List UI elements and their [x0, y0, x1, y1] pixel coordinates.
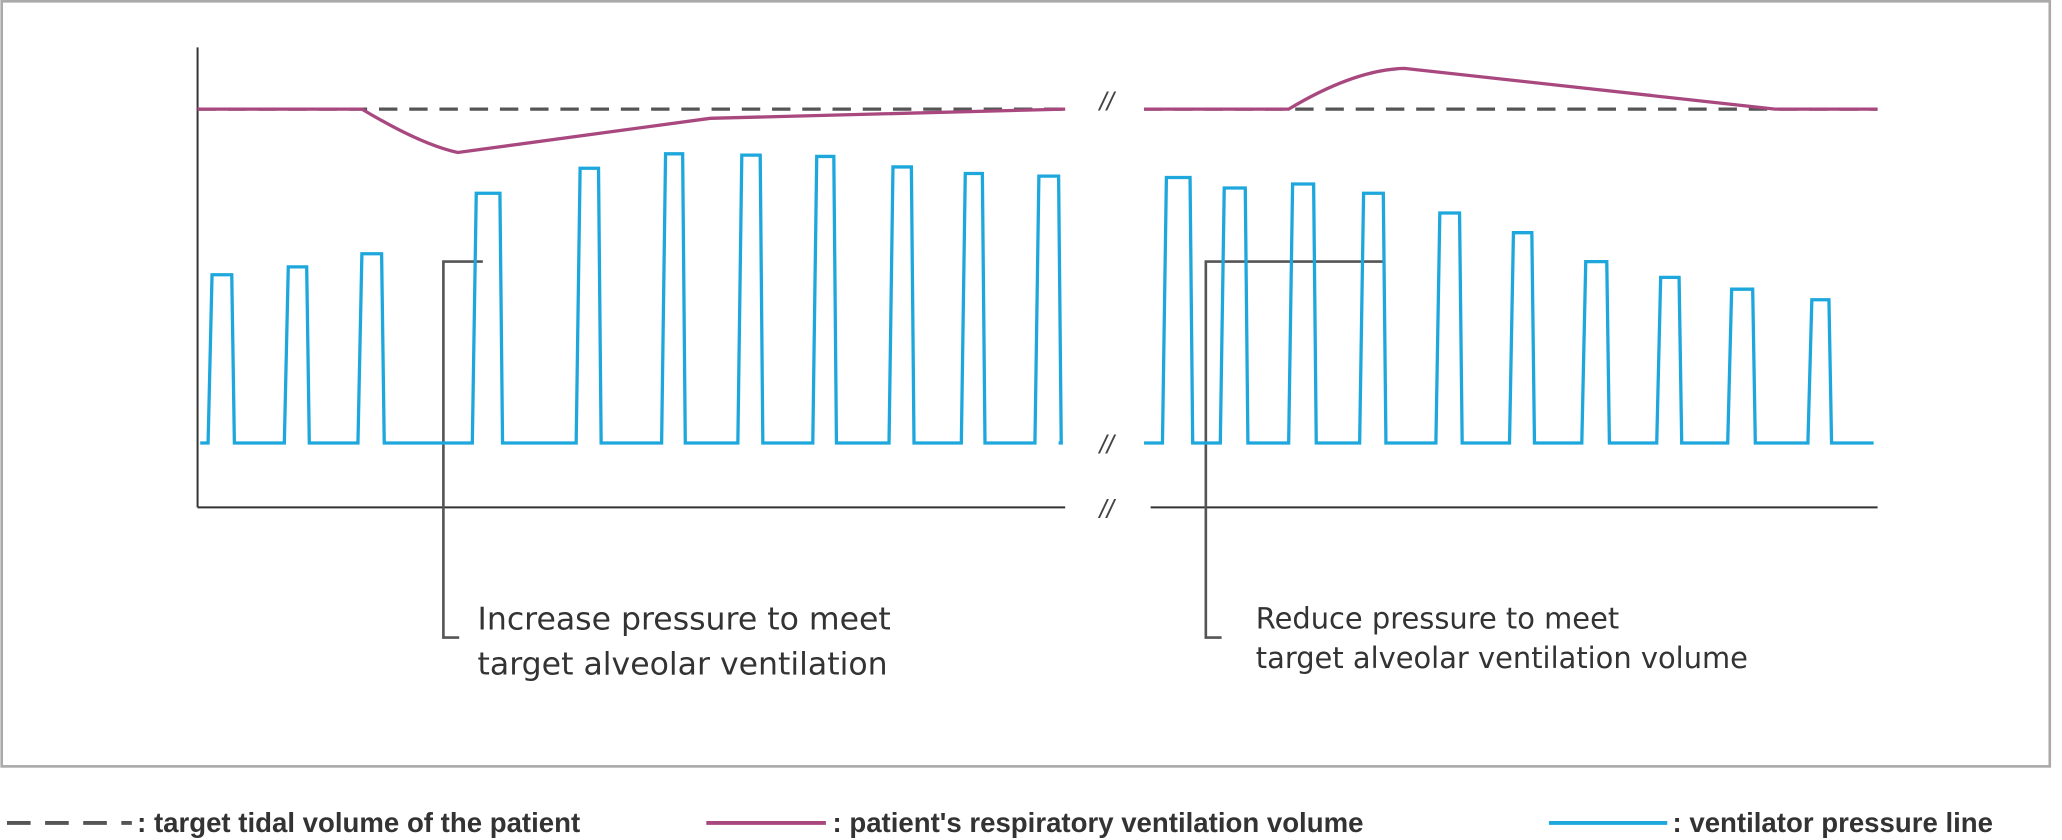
legend-label: : patient's respiratory ventilation volu… — [833, 807, 1364, 838]
callout-line — [1204, 260, 1385, 639]
annotation: target alveolar ventilation volume — [1256, 641, 1748, 675]
patient-volume-line — [197, 107, 1066, 155]
callout-line — [442, 260, 483, 639]
annotation: target alveolar ventilation — [478, 646, 888, 682]
legend-label: : ventilator pressure line — [1673, 807, 1994, 838]
annotation: Increase pressure to meet — [478, 602, 891, 638]
annotation: Reduce pressure to meet — [1256, 601, 1619, 635]
axis-break: // — [1097, 86, 1116, 116]
patient-volume-line — [1144, 66, 1878, 111]
frame — [0, 0, 2052, 768]
ventilator-pressure-line — [200, 152, 1063, 445]
axis-break: // — [1097, 430, 1116, 460]
axis-break: // — [1097, 494, 1116, 524]
ventilator-pressure-line — [1144, 175, 1874, 445]
legend-label: : target tidal volume of the patient — [137, 807, 580, 838]
